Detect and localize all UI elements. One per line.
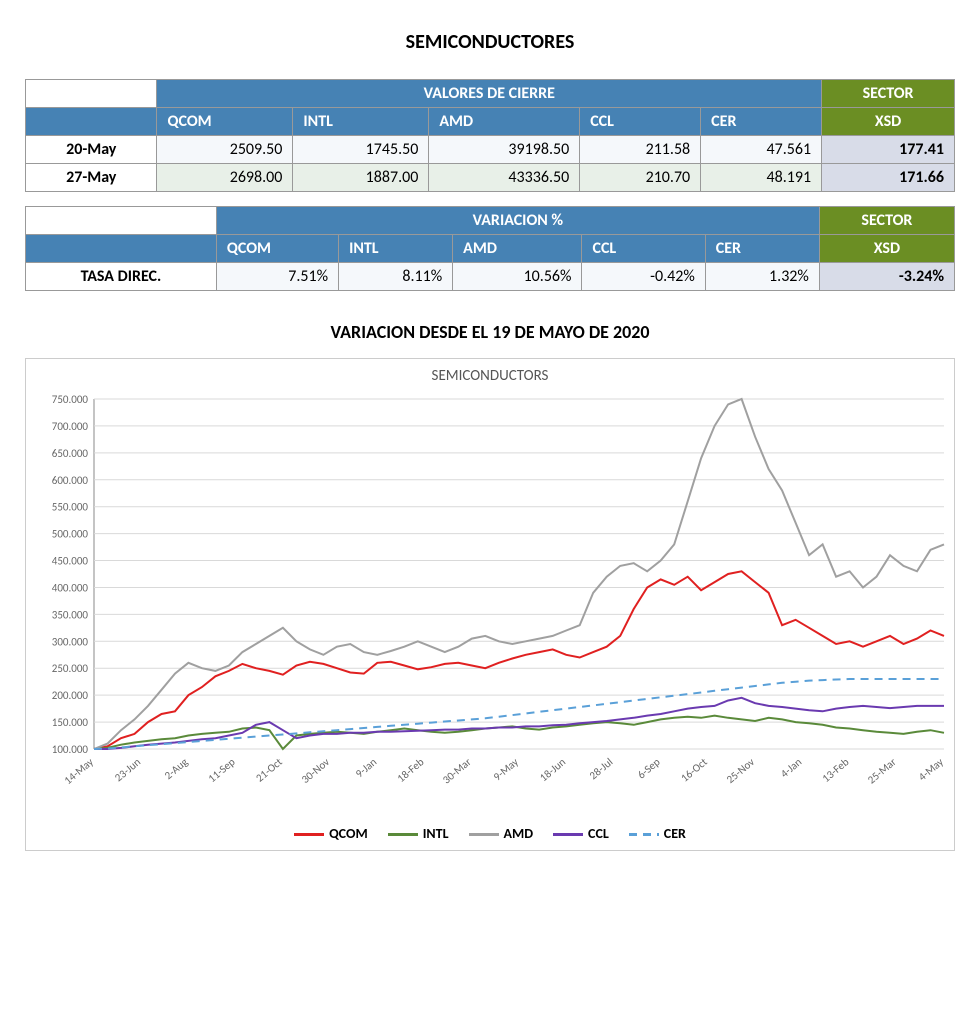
header-main: VALORES DE CIERRE (157, 80, 822, 108)
svg-text:25-Nov: 25-Nov (724, 755, 757, 786)
legend-item-qcom: QCOM (294, 825, 368, 842)
svg-text:18-Jun: 18-Jun (537, 755, 568, 784)
legend-swatch (469, 833, 499, 836)
data-cell: 43336.50 (429, 164, 580, 192)
legend-item-intl: INTL (388, 825, 449, 842)
series-amd (94, 399, 944, 749)
col-ccl: CCL (582, 235, 705, 263)
data-cell: -0.42% (582, 263, 705, 291)
col-amd: AMD (453, 235, 582, 263)
legend-swatch (388, 833, 418, 836)
blank-subheader (26, 108, 157, 136)
col-qcom: QCOM (216, 235, 338, 263)
row-label: 27-May (26, 164, 157, 192)
col-intl: INTL (339, 235, 453, 263)
svg-text:23-Jun: 23-Jun (112, 755, 143, 784)
closing-values-table: VALORES DE CIERRE SECTOR QCOMINTLAMDCCLC… (25, 79, 955, 192)
svg-text:11-Sep: 11-Sep (206, 755, 238, 785)
data-cell: 48.191 (701, 164, 822, 192)
svg-text:200.000: 200.000 (52, 689, 89, 702)
legend-swatch (553, 833, 583, 836)
svg-text:400.000: 400.000 (52, 581, 89, 594)
data-cell: 211.58 (580, 136, 701, 164)
col-cer: CER (705, 235, 819, 263)
col-ccl: CCL (580, 108, 701, 136)
legend-item-cer: CER (629, 825, 686, 842)
svg-text:750.000: 750.000 (52, 393, 89, 406)
data-cell: 2509.50 (157, 136, 293, 164)
table-row: 27-May2698.001887.0043336.50210.7048.191… (26, 164, 955, 192)
svg-text:25-Mar: 25-Mar (865, 755, 899, 786)
svg-text:30-Nov: 30-Nov (299, 755, 332, 786)
svg-text:450.000: 450.000 (52, 555, 89, 568)
blank-header (26, 80, 157, 108)
line-chart: 100.000 150.000 200.000 250.000 300.000 350.0… (34, 389, 954, 819)
svg-text:16-Oct: 16-Oct (678, 755, 710, 785)
legend-swatch (294, 833, 324, 836)
legend-item-amd: AMD (469, 825, 534, 842)
data-cell: 10.56% (453, 263, 582, 291)
chart-container: SEMICONDUCTORS 100.000 150.000 200.000 250.… (25, 358, 955, 851)
col-sector: XSD (822, 108, 955, 136)
series-intl (94, 716, 944, 749)
data-cell: 39198.50 (429, 136, 580, 164)
svg-text:700.000: 700.000 (52, 420, 89, 433)
col-cer: CER (701, 108, 822, 136)
data-cell: 47.561 (701, 136, 822, 164)
col-sector: XSD (819, 235, 954, 263)
svg-text:100.000: 100.000 (52, 743, 89, 756)
svg-text:650.000: 650.000 (52, 447, 89, 460)
header-sector: SECTOR (819, 207, 954, 235)
sector-cell: 177.41 (822, 136, 955, 164)
header-sector: SECTOR (822, 80, 955, 108)
data-cell: 1745.50 (293, 136, 429, 164)
svg-text:13-Feb: 13-Feb (820, 755, 852, 785)
chart-legend: QCOM INTL AMD CCL CER (34, 819, 946, 842)
svg-text:350.000: 350.000 (52, 608, 89, 621)
svg-text:18-Feb: 18-Feb (395, 755, 427, 785)
data-cell: 1.32% (705, 263, 819, 291)
data-cell: 1887.00 (293, 164, 429, 192)
svg-text:4-May: 4-May (916, 755, 946, 783)
header-main: VARIACION % (216, 207, 819, 235)
series-cer (94, 679, 944, 749)
svg-text:30-Mar: 30-Mar (440, 755, 474, 786)
variation-table: VARIACION % SECTOR QCOMINTLAMDCCLCERXSD … (25, 206, 955, 291)
sector-cell: 171.66 (822, 164, 955, 192)
col-amd: AMD (429, 108, 580, 136)
chart-title: SEMICONDUCTORS (34, 367, 946, 385)
svg-text:2-Aug: 2-Aug (162, 755, 190, 782)
row-label: 20-May (26, 136, 157, 164)
svg-text:9-May: 9-May (491, 755, 521, 783)
data-cell: 2698.00 (157, 164, 293, 192)
sector-cell: -3.24% (819, 263, 954, 291)
svg-text:550.000: 550.000 (52, 501, 89, 514)
col-qcom: QCOM (157, 108, 293, 136)
svg-text:600.000: 600.000 (52, 474, 89, 487)
svg-text:21-Oct: 21-Oct (253, 755, 285, 785)
table-row: TASA DIREC.7.51%8.11%10.56%-0.42%1.32%-3… (26, 263, 955, 291)
svg-text:300.000: 300.000 (52, 635, 89, 648)
svg-text:250.000: 250.000 (52, 662, 89, 675)
svg-text:150.000: 150.000 (52, 716, 89, 729)
svg-text:14-May: 14-May (62, 755, 96, 787)
page-title: SEMICONDUCTORES (25, 30, 955, 54)
blank-header (26, 207, 217, 235)
svg-text:9-Jan: 9-Jan (353, 755, 380, 780)
svg-text:500.000: 500.000 (52, 528, 89, 541)
col-intl: INTL (293, 108, 429, 136)
chart-section-title: VARIACION DESDE EL 19 DE MAYO DE 2020 (25, 321, 955, 343)
blank-subheader (26, 235, 217, 263)
svg-text:6-Sep: 6-Sep (635, 755, 663, 781)
data-cell: 8.11% (339, 263, 453, 291)
legend-item-ccl: CCL (553, 825, 609, 842)
row-label: TASA DIREC. (26, 263, 217, 291)
svg-text:4-Jan: 4-Jan (778, 755, 805, 780)
svg-text:28-Jul: 28-Jul (587, 755, 616, 782)
data-cell: 210.70 (580, 164, 701, 192)
data-cell: 7.51% (216, 263, 338, 291)
legend-swatch (629, 833, 659, 836)
table-row: 20-May2509.501745.5039198.50211.5847.561… (26, 136, 955, 164)
